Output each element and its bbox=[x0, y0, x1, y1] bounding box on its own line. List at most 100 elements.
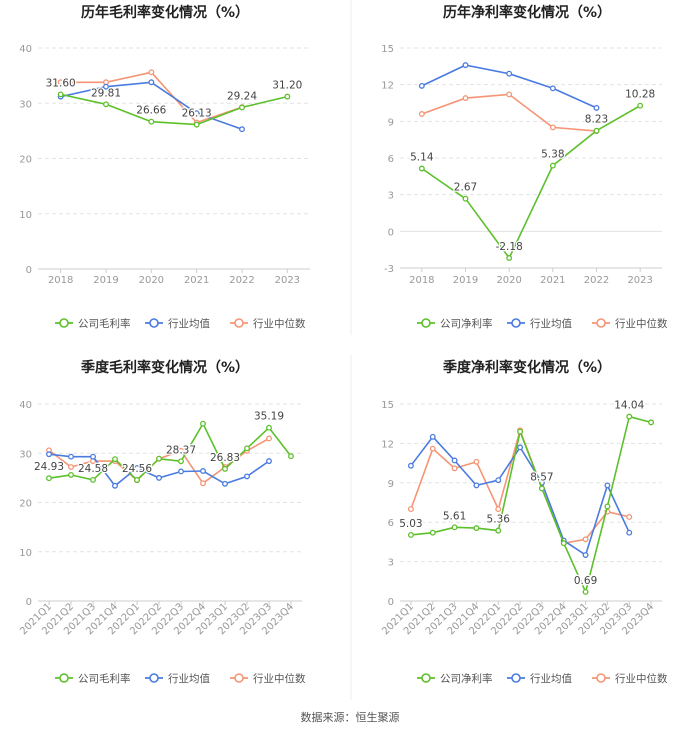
series-line-company bbox=[48, 422, 292, 482]
data-point-company bbox=[495, 527, 502, 534]
x-tick-label: 2023 bbox=[275, 275, 300, 286]
data-label: 24.56 bbox=[122, 463, 152, 475]
data-point-industry_avg bbox=[193, 110, 200, 117]
data-point-company bbox=[57, 91, 64, 98]
data-point-company bbox=[178, 458, 184, 465]
data-point-industry_median bbox=[200, 480, 206, 487]
y-tick-label: 0 bbox=[26, 265, 32, 276]
data-point-company bbox=[112, 456, 118, 463]
data-label: 0.69 bbox=[574, 575, 597, 587]
data-point-company bbox=[582, 588, 589, 595]
data-point-industry_avg bbox=[103, 83, 109, 90]
data-point-company bbox=[148, 118, 155, 125]
data-point-industry_avg bbox=[495, 477, 502, 484]
legend-swatch-marker bbox=[59, 673, 69, 683]
legend-item-label: 行业均值 bbox=[168, 672, 210, 685]
data-label: 5.38 bbox=[541, 149, 564, 161]
data-point-industry_median bbox=[407, 506, 414, 513]
x-tick-label: 2021 bbox=[184, 275, 209, 286]
data-point-company bbox=[560, 540, 567, 547]
data-point-industry_avg bbox=[90, 453, 96, 460]
chart-title: 季度毛利率变化情况（%） bbox=[80, 359, 249, 376]
series-line-company bbox=[60, 93, 288, 126]
data-point-company bbox=[473, 525, 480, 532]
data-point-company bbox=[604, 503, 611, 510]
legend-item-label: 公司毛利率 bbox=[78, 317, 131, 330]
chart-title: 历年净利率变化情况（%） bbox=[443, 4, 611, 21]
data-label: 26.83 bbox=[210, 452, 240, 464]
data-point-company bbox=[538, 485, 545, 492]
series-line-industry_avg bbox=[410, 435, 631, 557]
data-point-company bbox=[648, 419, 655, 426]
series-line-industry_median bbox=[421, 93, 597, 132]
series-line-company bbox=[410, 415, 652, 595]
data-point-company bbox=[407, 531, 414, 538]
legend-swatch-marker bbox=[149, 673, 159, 683]
x-tick-label: 2020 bbox=[139, 275, 164, 286]
data-point-industry_avg bbox=[178, 468, 184, 475]
data-point-industry_median bbox=[462, 95, 469, 102]
data-point-industry_avg bbox=[462, 62, 469, 69]
series-line-company bbox=[421, 105, 641, 260]
y-tick-label: 6 bbox=[388, 154, 394, 165]
data-label: 24.93 bbox=[34, 461, 64, 473]
data-label: 28.37 bbox=[166, 444, 196, 456]
data-point-company bbox=[288, 453, 294, 460]
legend-item-label: 行业均值 bbox=[168, 317, 210, 330]
y-tick-label: 3 bbox=[388, 558, 394, 569]
data-point-industry_avg bbox=[407, 462, 414, 469]
y-tick-label: 9 bbox=[388, 117, 394, 128]
data-point-industry_avg bbox=[451, 457, 458, 464]
y-tick-label: -3 bbox=[384, 264, 394, 275]
data-point-company bbox=[284, 93, 291, 100]
legend-swatch-marker bbox=[234, 318, 244, 328]
data-point-industry_avg bbox=[222, 480, 228, 487]
y-tick-label: 40 bbox=[19, 44, 32, 55]
data-point-industry_avg bbox=[156, 474, 162, 481]
data-label: 29.81 bbox=[91, 87, 121, 99]
data-point-industry_median bbox=[506, 91, 513, 98]
chart-panel-1: 历年毛利率变化情况（%） 0 10 20 30 40 2018 2019 2020 2021 202… bbox=[19, 4, 310, 330]
data-label: 26.66 bbox=[136, 105, 166, 117]
y-tick-label: 20 bbox=[19, 499, 32, 510]
chart-panel-2: 历年净利率变化情况（%） -3 0 3 6 9 12 15 2018 2019 2020 2021 20… bbox=[381, 4, 668, 330]
data-point-industry_median bbox=[57, 79, 64, 86]
data-point-industry_avg bbox=[200, 468, 206, 474]
data-point-company bbox=[193, 121, 200, 128]
legend-item-label: 公司净利率 bbox=[440, 672, 493, 685]
data-point-company bbox=[266, 424, 272, 431]
legend-item-label: 公司毛利率 bbox=[78, 672, 131, 685]
data-point-company bbox=[549, 162, 556, 169]
data-point-industry_avg bbox=[46, 451, 52, 458]
data-point-industry_avg bbox=[148, 79, 155, 86]
legend-swatch-marker bbox=[596, 318, 606, 328]
legend-swatch-marker bbox=[149, 318, 159, 328]
y-tick-label: 6 bbox=[388, 518, 394, 529]
y-tick-label: 10 bbox=[19, 210, 32, 221]
x-tick-label: 2023 bbox=[627, 275, 652, 286]
legend-swatch-marker bbox=[234, 673, 244, 683]
y-tick-label: 0 bbox=[388, 597, 394, 608]
data-point-industry_avg bbox=[266, 458, 272, 465]
data-point-industry_median bbox=[266, 435, 272, 442]
x-tick-label: 2021 bbox=[540, 275, 565, 286]
data-point-company bbox=[462, 195, 469, 202]
data-point-company bbox=[593, 127, 600, 134]
x-tick-label: 2020 bbox=[496, 275, 521, 286]
legend-swatch-marker bbox=[421, 673, 431, 683]
legend-item-label: 行业均值 bbox=[530, 672, 572, 685]
data-label: 10.28 bbox=[625, 89, 655, 101]
data-label: 31.60 bbox=[46, 77, 76, 89]
data-label: 26.13 bbox=[182, 108, 212, 120]
x-tick-label: 2019 bbox=[453, 275, 478, 286]
data-point-industry_avg bbox=[429, 433, 436, 440]
data-point-company bbox=[200, 420, 206, 427]
data-label: 35.19 bbox=[254, 411, 284, 423]
data-point-company bbox=[637, 102, 644, 109]
data-point-company bbox=[517, 428, 524, 435]
data-point-industry_median bbox=[495, 506, 502, 513]
data-label: 14.04 bbox=[614, 400, 644, 412]
data-point-industry_median bbox=[473, 458, 480, 465]
